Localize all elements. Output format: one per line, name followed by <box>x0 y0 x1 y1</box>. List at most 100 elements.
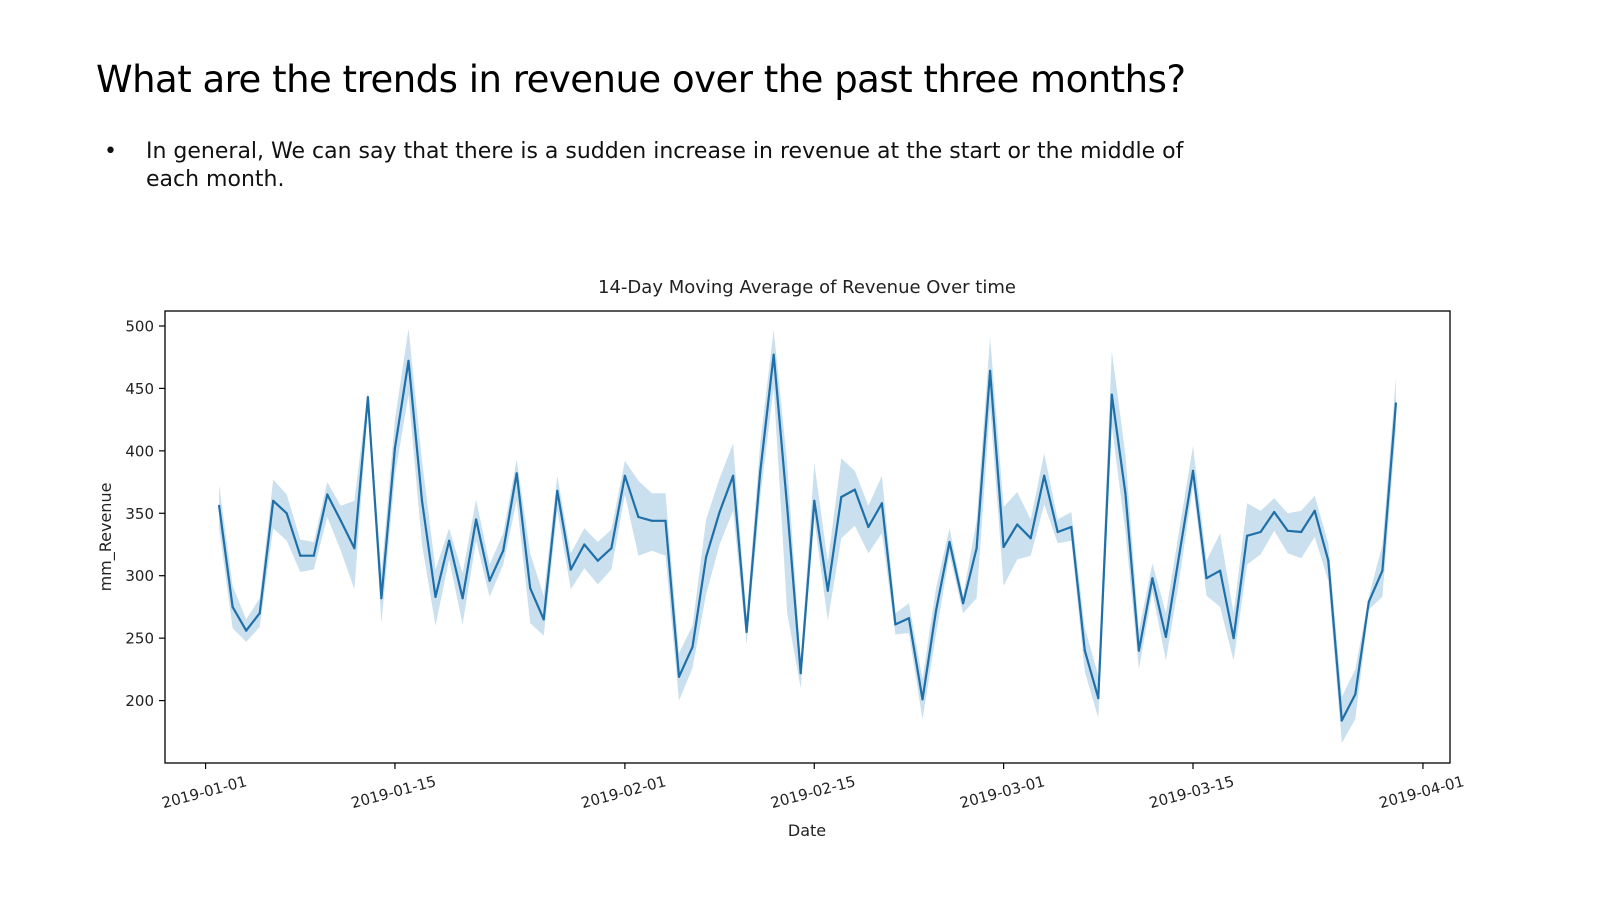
data-point <box>258 612 261 615</box>
data-point <box>542 618 545 621</box>
x-axis: 2019-01-01 2019-01-15 2019-02-01 2019-02-15… <box>160 763 1466 812</box>
revenue-moving-average-chart: 14-Day Moving Average of Revenue Over ti… <box>96 277 1466 840</box>
data-point <box>826 589 829 592</box>
data-point <box>393 447 396 450</box>
data-point <box>1273 510 1276 514</box>
data-point <box>664 519 667 522</box>
data-point <box>1354 693 1357 696</box>
data-point <box>962 602 965 605</box>
data-point <box>1232 637 1235 640</box>
confidence-band <box>219 328 1396 743</box>
data-point <box>475 518 478 521</box>
x-tick-label: 2019-01-15 <box>349 772 438 812</box>
y-tick-label: 250 <box>125 630 154 648</box>
data-point <box>1016 523 1019 526</box>
y-axis: 200 250 300 350 400 450 500 <box>125 317 165 710</box>
chart-title: 14-Day Moving Average of Revenue Over ti… <box>598 277 1016 298</box>
data-point <box>907 617 911 620</box>
data-point <box>420 499 424 502</box>
x-tick-label: 2019-02-15 <box>769 772 858 812</box>
data-point <box>366 396 369 399</box>
slide-title: What are the trends in revenue over the … <box>96 58 1186 101</box>
plot-frame <box>164 310 1451 764</box>
data-point <box>502 549 505 552</box>
y-tick-label: 450 <box>125 380 154 398</box>
data-point <box>1124 492 1127 495</box>
bullet-text: In general, We can say that there is a s… <box>146 139 1184 192</box>
data-point <box>596 559 599 562</box>
data-point <box>312 554 315 557</box>
data-point <box>245 629 248 632</box>
data-point <box>1367 600 1370 603</box>
data-point <box>637 515 640 519</box>
data-point <box>231 605 234 608</box>
y-tick-label: 200 <box>125 692 154 710</box>
x-tick-label: 2019-04-01 <box>1377 772 1466 812</box>
data-point <box>1029 537 1032 540</box>
data-point <box>272 499 275 502</box>
data-point <box>867 525 870 529</box>
data-point <box>840 495 843 499</box>
data-point <box>1110 393 1113 396</box>
data-point <box>1340 719 1343 722</box>
data-point <box>1381 569 1384 572</box>
data-point <box>691 645 694 648</box>
data-point <box>515 472 518 475</box>
data-point <box>434 595 437 598</box>
y-tick-label: 300 <box>125 567 154 585</box>
data-point <box>1191 469 1195 472</box>
data-point <box>934 609 938 612</box>
data-point <box>299 554 302 557</box>
data-point <box>218 504 221 507</box>
data-point <box>921 698 924 701</box>
x-tick-label: 2019-03-15 <box>1147 772 1236 812</box>
y-tick-label: 400 <box>125 442 154 460</box>
data-point <box>623 474 627 477</box>
data-point <box>772 353 775 356</box>
data-point <box>285 512 288 515</box>
data-point <box>975 547 978 550</box>
data-point <box>1259 530 1262 534</box>
data-point <box>1300 530 1303 534</box>
data-point <box>1151 577 1154 580</box>
data-point <box>1178 552 1181 555</box>
data-point <box>461 597 464 600</box>
bullet-item: • In general, We can say that there is a… <box>104 138 1234 194</box>
data-point <box>1205 577 1208 580</box>
data-point <box>1219 569 1222 572</box>
data-point <box>759 471 762 474</box>
data-point <box>1056 530 1059 534</box>
data-point <box>529 587 532 590</box>
data-point <box>353 547 356 550</box>
x-axis-label: Date <box>788 821 826 840</box>
y-axis-label: mm_Revenue <box>96 483 116 592</box>
data-point <box>1313 509 1316 512</box>
data-point <box>786 505 789 509</box>
data-point <box>583 543 586 546</box>
data-point <box>677 675 681 678</box>
data-point <box>407 359 410 362</box>
data-point <box>732 474 735 477</box>
data-point <box>1043 474 1046 477</box>
data-point <box>1002 545 1005 549</box>
data-point <box>448 539 451 542</box>
y-tick-label: 350 <box>125 505 154 523</box>
data-point <box>718 510 721 514</box>
plot-area <box>218 328 1397 743</box>
data-point <box>705 555 708 559</box>
data-point <box>1070 525 1073 529</box>
data-point <box>745 630 748 633</box>
data-point <box>880 502 884 505</box>
data-point <box>610 547 613 550</box>
data-point <box>1286 529 1289 532</box>
chart-container: 14-Day Moving Average of Revenue Over ti… <box>0 270 1600 870</box>
data-point <box>989 369 992 372</box>
data-point <box>569 568 572 571</box>
x-tick-label: 2019-01-01 <box>160 772 249 812</box>
data-point <box>1137 649 1140 652</box>
data-point <box>1164 635 1167 638</box>
data-point <box>1327 559 1330 562</box>
x-tick-label: 2019-03-01 <box>958 772 1047 812</box>
data-point <box>894 623 897 626</box>
data-point <box>1394 402 1397 405</box>
